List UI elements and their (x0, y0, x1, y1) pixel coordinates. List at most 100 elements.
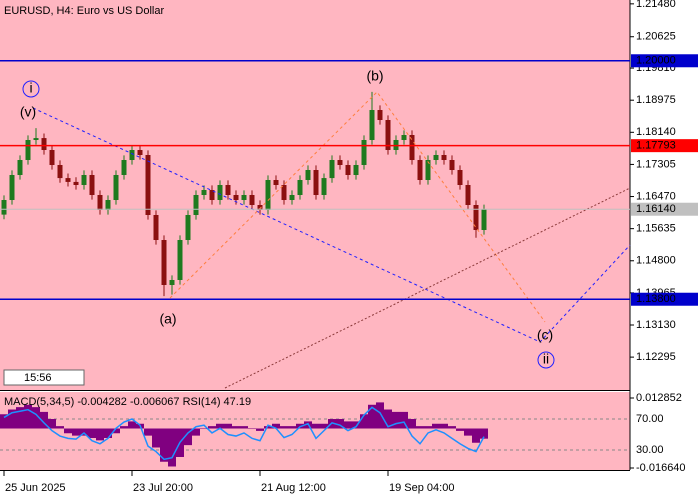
y-tick-label: -0.016640 (636, 462, 686, 474)
wave-circle (537, 351, 555, 369)
candle-body (137, 150, 143, 155)
timer: 15:56 (24, 372, 52, 384)
macd-bar (256, 428, 264, 431)
candle-body (169, 280, 175, 285)
macd-bar (200, 428, 208, 430)
wave-label: (b) (366, 68, 383, 84)
candle-body (73, 181, 79, 185)
y-tick-label: 1.16470 (636, 190, 676, 202)
candle-body (345, 165, 351, 175)
macd-bar (384, 409, 392, 429)
macd-bar (376, 402, 384, 429)
y-tick-label: 1.17305 (636, 158, 676, 170)
price-level-tag (631, 139, 698, 153)
macd-bar (280, 426, 288, 429)
wave-line-blue (32, 107, 631, 343)
y-tick-label: 1.12295 (636, 351, 676, 363)
candle-body (105, 200, 111, 210)
candle-body (145, 155, 151, 215)
rsi-line (3, 406, 485, 461)
candle-body (17, 160, 23, 175)
chart-title: EURUSD, H4: Euro vs US Dollar (4, 5, 164, 17)
macd-bar (232, 426, 240, 429)
candle-body (417, 160, 423, 180)
macd-bar (320, 423, 328, 429)
candle-body (313, 170, 319, 195)
candle-body (129, 150, 135, 160)
candle-body (257, 205, 263, 210)
macd-bar (168, 428, 176, 467)
macd-bar (240, 426, 248, 429)
legend-value: -0.006067 (130, 396, 180, 408)
macd-bar (392, 411, 400, 429)
candle-body (281, 185, 287, 200)
macd-bar (32, 407, 40, 429)
candle-body (57, 165, 63, 179)
candle-body (9, 175, 15, 200)
macd-bar (40, 411, 48, 429)
candle-body (185, 215, 191, 240)
macd-bar (128, 421, 136, 429)
macd-bar (224, 423, 232, 429)
price-level-label: 1.13800 (636, 293, 676, 305)
y2-tick-label: 30.00 (636, 444, 664, 456)
candle-body (385, 120, 391, 150)
candle-body (65, 178, 71, 182)
macd-bar (112, 428, 120, 434)
macd-bar (248, 428, 256, 430)
wave-label: (v) (20, 104, 36, 120)
candle-body (121, 160, 127, 175)
y-tick-label: 1.18975 (636, 94, 676, 106)
candle-body (201, 190, 207, 195)
macd-bar (0, 414, 8, 429)
timer-box (3, 369, 85, 386)
candle-body (33, 138, 39, 140)
macd-bar (336, 419, 344, 429)
wave-line-orange (169, 91, 546, 323)
legend-value: 47.19 (224, 396, 252, 408)
candle-body (377, 110, 383, 120)
candle-body (441, 155, 447, 160)
candle-body (241, 195, 247, 200)
macd-bar (96, 428, 104, 441)
macd-bar (264, 426, 272, 429)
candle-body (473, 205, 479, 230)
macd-bar (8, 409, 16, 429)
legend-value: -0.004282 (77, 396, 127, 408)
y-tick-label: 1.21480 (636, 0, 676, 10)
price-level-tag (631, 54, 698, 68)
macd-bar (48, 419, 56, 429)
macd-bar (312, 423, 320, 429)
wave-label: ii (543, 351, 549, 367)
macd-bar (464, 428, 472, 436)
y-tick-label: 1.15635 (636, 223, 676, 235)
candle-body (177, 240, 183, 280)
candle-body (289, 195, 295, 200)
candle-body (409, 135, 415, 160)
candle-body (361, 140, 367, 165)
x-tick-label: 19 Sep 04:00 (389, 482, 454, 494)
macd-bar (416, 426, 424, 429)
candle-body (465, 185, 471, 205)
macd-bar (184, 428, 192, 446)
macd-bar (440, 423, 448, 429)
macd-bar (152, 428, 160, 448)
candle-body (305, 170, 311, 180)
candle-body (153, 215, 159, 240)
macd-bar (208, 426, 216, 429)
candle-body (41, 138, 47, 150)
candle-body (433, 155, 439, 160)
candle-body (329, 160, 335, 179)
trend-line (224, 187, 631, 389)
candle-body (1, 200, 7, 215)
macd-bar (368, 404, 376, 429)
candle-body (425, 160, 431, 180)
macd-bar (408, 419, 416, 429)
price-level-label: 1.16140 (636, 203, 676, 215)
macd-bar (288, 426, 296, 429)
price-level-tag (631, 292, 698, 306)
macd-bar (160, 428, 168, 462)
y-tick-label: 1.20625 (636, 31, 676, 43)
